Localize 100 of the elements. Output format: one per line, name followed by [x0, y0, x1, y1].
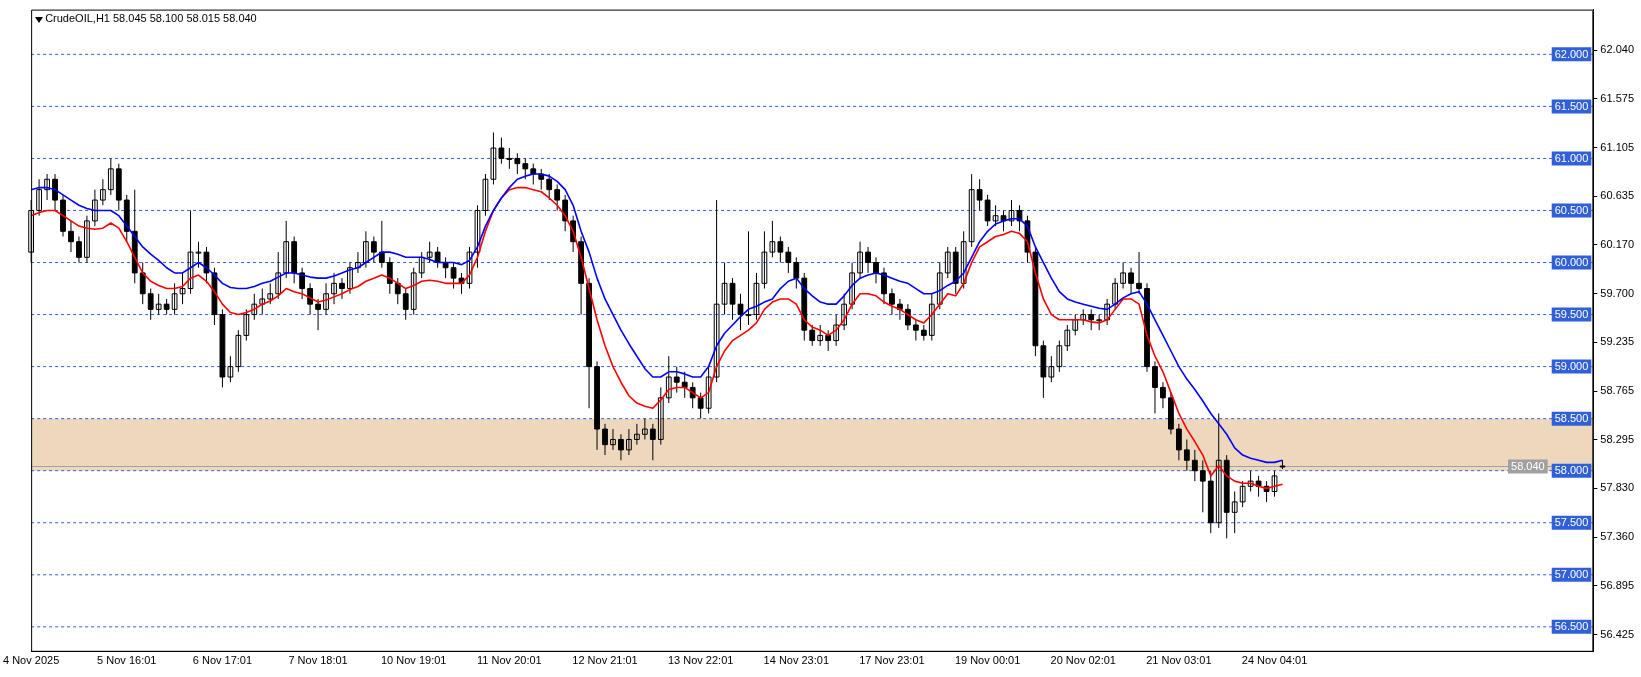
candlestick — [713, 199, 720, 383]
candlestick — [490, 131, 497, 185]
candlestick — [243, 308, 250, 342]
ref-line-label: 58.040 — [1511, 460, 1545, 473]
y-tick-label: 61.575 — [1600, 91, 1635, 104]
candlestick — [227, 355, 234, 383]
ref-line-label: 59.000 — [1554, 360, 1589, 373]
candlestick — [107, 157, 114, 196]
y-tick-label: 58.295 — [1600, 433, 1635, 446]
candlestick — [1168, 392, 1174, 435]
candlestick — [283, 220, 290, 279]
ref-line-label: 56.500 — [1554, 620, 1589, 633]
x-tick-label: 13 Nov 22:01 — [667, 654, 734, 667]
candlestick — [84, 215, 90, 264]
candlestick — [267, 282, 274, 305]
candlestick — [1152, 360, 1158, 414]
candlestick — [889, 288, 895, 316]
candlestick — [857, 241, 863, 279]
candlestick — [1120, 262, 1126, 290]
ref-line-label: 57.000 — [1554, 568, 1589, 581]
candlestick — [410, 267, 417, 316]
ref-line-label: 58.500 — [1554, 412, 1589, 425]
y-tick-label: 62.040 — [1600, 43, 1635, 56]
candlestick — [251, 293, 258, 321]
candlestick — [1104, 298, 1111, 326]
candlestick — [1239, 480, 1246, 508]
x-tick-label: 19 Nov 00:01 — [954, 654, 1021, 667]
y-tick-label: 60.635 — [1600, 189, 1635, 202]
ref-line-label: 61.000 — [1554, 151, 1589, 164]
x-tick-label: 4 Nov 2025 — [3, 654, 60, 667]
candlestick — [76, 236, 82, 264]
candlestick — [179, 272, 186, 305]
candlestick — [657, 386, 664, 446]
candlestick — [769, 220, 776, 258]
candlestick — [171, 282, 178, 316]
candlestick — [44, 173, 50, 201]
candlestick — [761, 230, 768, 290]
candlestick — [928, 293, 935, 342]
candlestick — [1056, 340, 1063, 373]
candlestick — [968, 173, 975, 248]
ref-line-label: 60.500 — [1554, 204, 1589, 217]
x-tick-label: 5 Nov 16:01 — [97, 654, 157, 667]
candlestick — [99, 178, 106, 206]
candlestick — [610, 428, 616, 451]
candlestick — [960, 230, 967, 290]
candlestick — [323, 282, 329, 316]
candlestick — [506, 147, 513, 170]
candlestick — [705, 366, 712, 414]
candlestick — [1128, 267, 1134, 295]
x-tick-label: 14 Nov 23:01 — [763, 654, 830, 667]
ref-line-label: 57.500 — [1554, 516, 1589, 529]
candlestick — [92, 189, 98, 227]
candlestick — [849, 262, 855, 310]
candlestick — [1215, 412, 1222, 529]
y-tick-label: 60.170 — [1600, 237, 1635, 250]
candlestick — [155, 293, 162, 316]
x-tick-label: 12 Nov 21:01 — [572, 654, 638, 667]
candlestick — [1048, 355, 1055, 383]
candlestick — [363, 230, 369, 269]
chart-title: CrudeOIL,H1 58.045 58.100 58.015 58.040 — [45, 12, 257, 25]
y-tick-label: 59.700 — [1600, 286, 1635, 299]
candlestick — [817, 324, 824, 347]
ref-line-label: 62.000 — [1554, 47, 1589, 60]
ref-line-label: 59.500 — [1554, 308, 1589, 321]
candlestick — [944, 246, 951, 279]
ref-line-label: 58.000 — [1554, 464, 1589, 477]
candlestick — [347, 262, 353, 295]
candlestick — [1231, 491, 1238, 534]
x-tick-label: 21 Nov 03:01 — [1146, 654, 1212, 667]
y-tick-label: 56.895 — [1600, 578, 1635, 591]
x-tick-label: 24 Nov 04:01 — [1241, 654, 1308, 667]
candlestick — [355, 251, 361, 274]
x-tick-label: 10 Nov 19:01 — [381, 654, 447, 667]
candlestick — [578, 236, 584, 316]
candlestick — [275, 251, 282, 300]
candlestick — [833, 314, 840, 347]
candlestick — [626, 428, 632, 456]
y-tick-label: 61.105 — [1600, 140, 1635, 153]
candlestick — [1064, 324, 1071, 352]
candlestick — [634, 423, 640, 446]
y-tick-label: 57.360 — [1600, 530, 1635, 543]
candlestick — [936, 262, 943, 310]
ref-line-label: 60.000 — [1554, 256, 1589, 269]
candlestick — [235, 329, 242, 373]
candlestick — [331, 272, 337, 305]
candlestick — [841, 293, 848, 331]
y-tick-label: 58.765 — [1600, 384, 1635, 397]
y-tick-label: 59.235 — [1600, 335, 1635, 348]
candlestick — [1112, 277, 1119, 310]
candlestick — [426, 241, 433, 264]
candlestick — [665, 355, 672, 404]
candlestick — [307, 282, 313, 316]
y-tick-label: 57.830 — [1600, 481, 1635, 494]
candlestick — [641, 418, 648, 440]
candlestick — [594, 360, 600, 451]
x-tick-label: 17 Nov 23:01 — [859, 654, 925, 667]
x-tick-label: 11 Nov 20:01 — [477, 654, 542, 667]
candlestick — [1072, 314, 1079, 336]
candlestick — [1247, 470, 1254, 493]
candlestick — [36, 178, 42, 217]
